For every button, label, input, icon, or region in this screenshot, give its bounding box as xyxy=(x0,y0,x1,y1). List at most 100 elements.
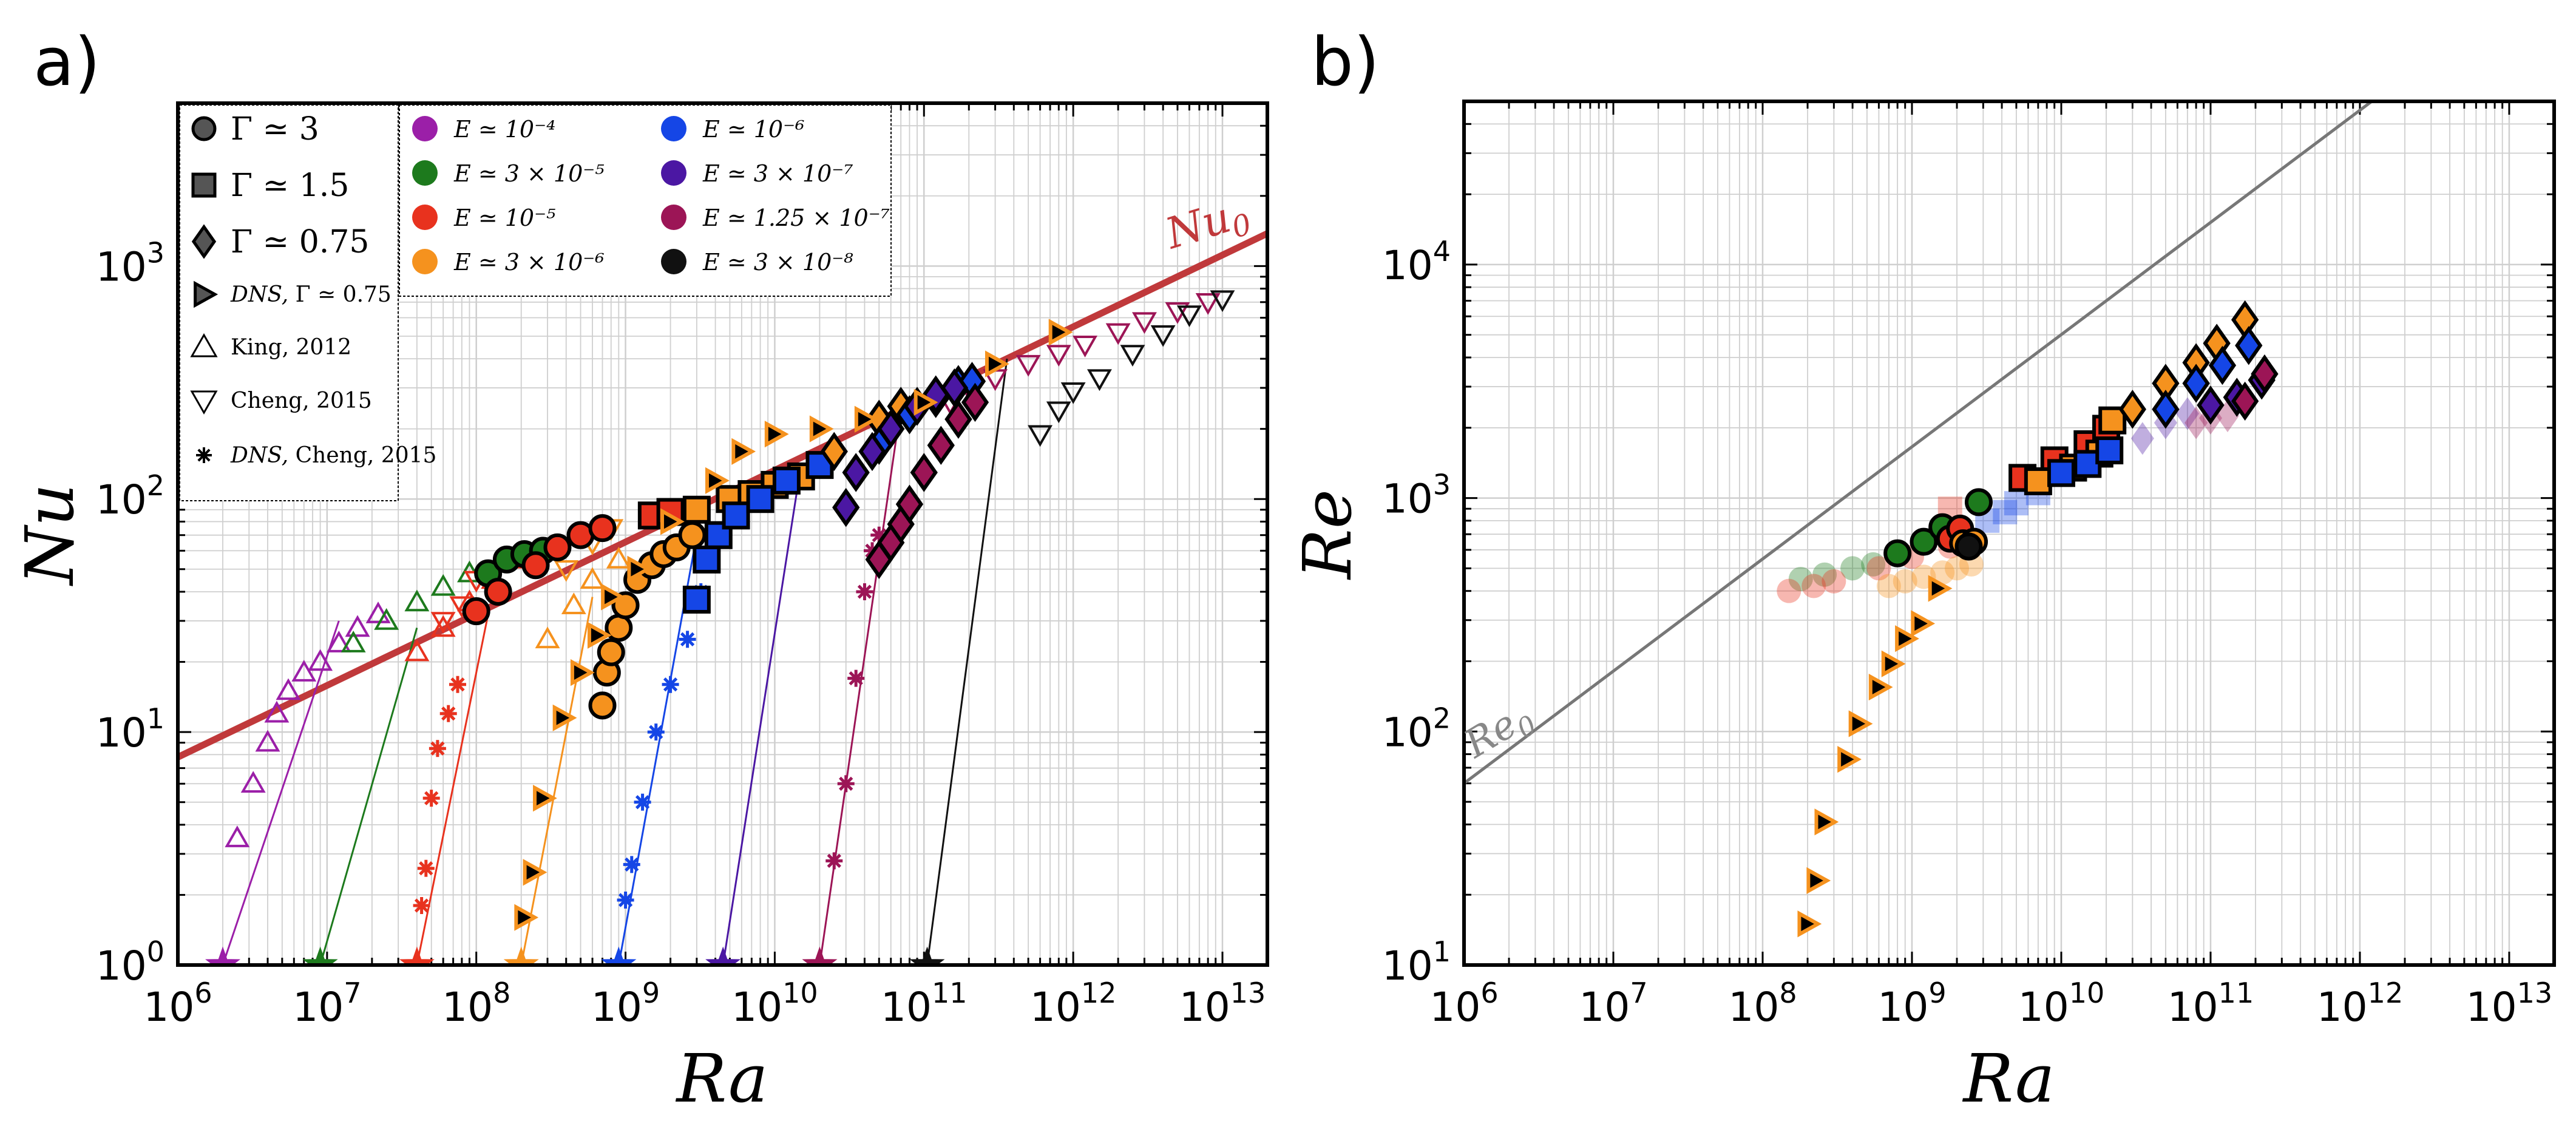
panel-a-marker-diamond xyxy=(877,409,905,449)
panel-a-marker-tri-right xyxy=(854,405,879,433)
panel-a-marker-diamond xyxy=(961,382,989,422)
tick-base: 10 xyxy=(2466,984,2517,1031)
legend-color-swatch xyxy=(412,249,438,274)
panel-b-marker-tri-right xyxy=(1895,625,1919,652)
tick-exponent: 10 xyxy=(782,977,818,1009)
tick-exponent: 3 xyxy=(1433,469,1451,501)
panel-a-marker-tri-up xyxy=(404,639,430,662)
panel-a-marker-tri-right xyxy=(660,508,685,535)
panel-a-marker-tri-up xyxy=(561,592,586,614)
panel-a-marker-star xyxy=(679,631,696,648)
tick-base: 10 xyxy=(1877,984,1928,1031)
panel-a-marker-tri-down xyxy=(554,560,579,582)
panel-b-marker-diamond xyxy=(2130,422,2154,455)
panel-a-marker-circle xyxy=(462,597,490,626)
panel-b-marker-square xyxy=(2095,436,2124,465)
legend-color-label: E ≃ 10⁻⁴ xyxy=(453,116,555,143)
panel-a-marker-square xyxy=(693,545,721,574)
panel-b-label: b) xyxy=(1311,23,1380,101)
panel-a-fit-line xyxy=(319,628,418,965)
tick-exponent: 2 xyxy=(147,469,164,502)
legend-shape-label: DNS, Γ ≃ 0.75 xyxy=(230,282,391,307)
panel-b-marker-circle xyxy=(1893,569,1917,594)
panel-a-marker-tri-up xyxy=(404,589,430,612)
panel-b-x-tick-label: 1012 xyxy=(2317,977,2404,1031)
panel-a-marker-star-stroke xyxy=(857,584,872,599)
panel-b-marker-circle xyxy=(1822,569,1846,594)
legend-star-stroke xyxy=(197,449,211,462)
panel-a-marker-tri-up xyxy=(374,608,399,630)
panel-a-marker-square xyxy=(682,585,711,614)
panel-a-marker-star xyxy=(802,946,838,965)
panel-b-marker-circle xyxy=(1802,574,1826,598)
panel-a-marker-tri-right xyxy=(1048,319,1073,346)
panel-b-x-tick-label: 1011 xyxy=(2168,977,2254,1031)
tick-base: 10 xyxy=(731,984,782,1031)
panel-b-marker-circle xyxy=(1910,527,1938,556)
panel-a-marker-square xyxy=(722,501,750,530)
panel-a-marker-tri-down xyxy=(1046,401,1071,424)
shape-legend-box xyxy=(179,104,399,501)
panel-a-marker-tri-up xyxy=(326,631,351,652)
tick-base: 10 xyxy=(1382,242,1433,289)
re0-label: Re0 xyxy=(1456,693,1542,772)
panel-a-marker-star xyxy=(302,946,338,965)
panel-a-marker-star-stroke xyxy=(625,857,639,872)
panel-a-marker-star xyxy=(417,859,435,877)
panel-a-marker-star xyxy=(647,723,665,741)
legend-shape-label: Γ ≃ 3 xyxy=(231,111,319,147)
panel-b-marker-tri-right xyxy=(1868,673,1893,701)
panel-a-marker-tri-down xyxy=(1177,305,1202,328)
panel-a-x-tick-label: 109 xyxy=(591,977,660,1031)
tick-base: 10 xyxy=(2018,984,2069,1031)
panel-a-marker-star-stroke xyxy=(441,706,456,721)
panel-a-markers xyxy=(205,290,1235,965)
panel-a-x-tick-label: 1013 xyxy=(1179,977,1266,1031)
tick-base: 10 xyxy=(2168,984,2218,1031)
panel-a-marker-star xyxy=(399,946,435,965)
panel-a-marker-tri-down xyxy=(1105,323,1131,345)
legend-label-text: Γ ≃ 0.75 xyxy=(231,224,370,260)
legend-circle-icon xyxy=(191,116,217,141)
panel-a-x-tick-label: 1010 xyxy=(731,977,818,1031)
tick-exponent: 3 xyxy=(147,236,164,269)
panel-a-y-tick-label: 100 xyxy=(96,935,164,989)
panel-b-marker-circle xyxy=(1876,574,1901,598)
legend-label-text: Γ ≃ 3 xyxy=(231,111,319,147)
tick-base: 10 xyxy=(1382,943,1433,989)
panel-a-marker-tri-up xyxy=(580,567,605,589)
tick-exponent: 6 xyxy=(1480,977,1498,1009)
color-legend: E ≃ 10⁻⁴ E ≃ 10⁻⁶ E ≃ 3 × 10⁻⁵ E ≃ 3 × 10⁻⁷… xyxy=(399,104,892,297)
panel-b-marker-tri-right xyxy=(1797,910,1822,938)
panel-a-marker-circle xyxy=(543,533,572,561)
panel-b-marker-circle xyxy=(1788,567,1813,592)
panel-a-x-tick-label: 1012 xyxy=(1030,977,1117,1031)
panel-a-marker-diamond xyxy=(895,484,924,524)
panel-a-marker-star-stroke xyxy=(414,898,429,913)
tick-exponent: 7 xyxy=(344,977,361,1009)
panel-a-y-tick-label: 103 xyxy=(96,236,164,290)
tick-base: 10 xyxy=(442,984,493,1031)
legend-tri-up-icon xyxy=(190,333,218,357)
panel-a-marker-tri-right xyxy=(731,438,756,465)
panel-a-marker-circle xyxy=(521,551,550,580)
legend-label-italic: DNS, xyxy=(230,443,288,468)
panel-a-marker-circle xyxy=(588,514,617,543)
panel-a-y-tick-label: 101 xyxy=(96,702,164,756)
tick-exponent: 6 xyxy=(194,977,212,1009)
tick-base: 10 xyxy=(1179,984,1230,1031)
panel-a-fit-line xyxy=(926,358,1008,965)
panel-b-marker-circle xyxy=(1964,488,1993,517)
legend-label-text: King, 2012 xyxy=(231,335,351,360)
legend-color-label: E ≃ 3 × 10⁻⁶ xyxy=(453,249,605,276)
panel-a-marker-tri-right xyxy=(587,621,612,649)
legend-color-label: E ≃ 10⁻⁶ xyxy=(702,116,804,143)
panel-a-marker-tri-down xyxy=(1150,325,1176,347)
panel-b-marker-circle xyxy=(1840,556,1865,581)
tick-base: 10 xyxy=(1382,476,1433,523)
panel-a-marker-tri-right xyxy=(913,388,938,416)
panel-a-marker-tri-down xyxy=(1120,345,1145,367)
panel-b-reference-line xyxy=(1464,101,2373,785)
tick-base: 10 xyxy=(1579,984,1630,1031)
panel-a-marker-tri-right xyxy=(523,859,547,886)
